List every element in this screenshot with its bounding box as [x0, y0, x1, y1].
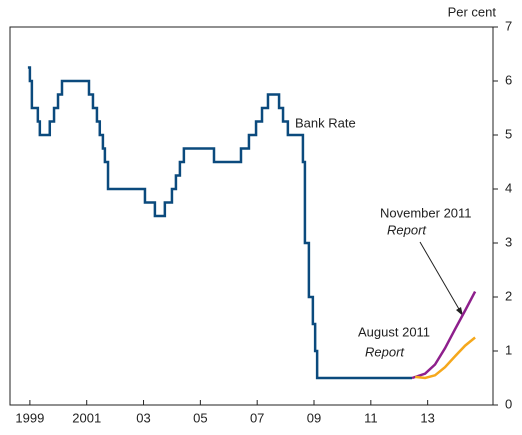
y-tick-label: 0	[505, 396, 512, 411]
line	[411, 291, 477, 380]
y-tick-label: 2	[505, 288, 512, 303]
y-tick-label: 5	[505, 126, 512, 141]
x-tick-label: 07	[250, 410, 264, 425]
annotation: Report	[387, 222, 427, 237]
y-tick-label: 7	[505, 18, 512, 33]
x-tick-label: 11	[364, 410, 378, 425]
x-tick-label: 03	[136, 410, 150, 425]
annotation: August 2011	[358, 324, 430, 339]
arrow	[419, 241, 464, 317]
plot-frame	[9, 26, 494, 406]
y-tick-label: 4	[505, 180, 512, 195]
y-tick-label: 3	[505, 234, 512, 249]
x-tick-label: 2001	[72, 410, 101, 425]
annotation: Report	[365, 344, 405, 359]
axis-label: Per cent	[448, 4, 497, 19]
annotation: Bank Rate	[295, 115, 356, 130]
x-tick-label: 13	[420, 410, 434, 425]
x-tick-label: 05	[193, 410, 207, 425]
y-tick-label: 1	[505, 342, 512, 357]
line	[415, 336, 476, 380]
y-tick-label: 6	[505, 72, 512, 87]
x-tick-label: 1999	[15, 410, 44, 425]
x-tick-label: 09	[307, 410, 321, 425]
annotation: November 2011	[380, 205, 472, 220]
line	[27, 66, 413, 380]
arrow-head	[456, 307, 463, 316]
